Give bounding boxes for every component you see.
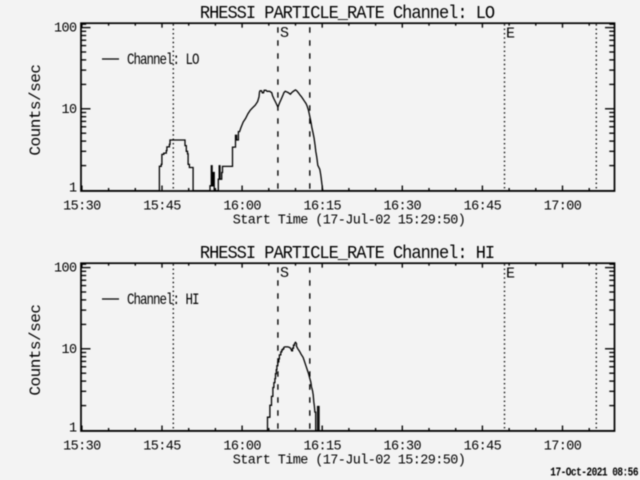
svg-text:E: E	[506, 26, 515, 43]
svg-text:S: S	[280, 25, 289, 42]
svg-text:100: 100	[54, 262, 77, 277]
svg-text:Start Time (17-Jul-02 15:29:50: Start Time (17-Jul-02 15:29:50)	[233, 454, 466, 469]
svg-text:16:15: 16:15	[303, 200, 341, 215]
svg-text:16:30: 16:30	[384, 200, 422, 215]
svg-text:17:00: 17:00	[544, 200, 582, 215]
svg-text:E: E	[506, 266, 515, 283]
svg-text:RHESSI PARTICLE_RATE Channel:: RHESSI PARTICLE_RATE Channel: LO	[200, 3, 495, 24]
svg-text:16:45: 16:45	[464, 200, 502, 215]
svg-text:15:45: 15:45	[143, 200, 181, 215]
svg-text:Counts/sec: Counts/sec	[27, 305, 45, 396]
svg-text:S: S	[280, 265, 289, 282]
svg-text:16:00: 16:00	[223, 200, 261, 215]
svg-text:100: 100	[54, 22, 77, 37]
svg-text:16:15: 16:15	[303, 440, 341, 455]
svg-text:15:30: 15:30	[63, 440, 101, 455]
svg-text:Counts/sec: Counts/sec	[27, 65, 45, 156]
svg-text:16:30: 16:30	[384, 440, 422, 455]
svg-text:16:45: 16:45	[464, 440, 502, 455]
svg-text:1: 1	[69, 421, 77, 436]
svg-text:17:00: 17:00	[544, 440, 582, 455]
svg-text:Channel: HI: Channel: HI	[127, 292, 198, 309]
svg-text:RHESSI PARTICLE_RATE Channel:: RHESSI PARTICLE_RATE Channel: HI	[200, 243, 494, 264]
svg-text:15:45: 15:45	[143, 440, 181, 455]
svg-text:10: 10	[61, 103, 77, 118]
svg-text:10: 10	[61, 343, 77, 358]
svg-text:17-Oct-2021 08:56: 17-Oct-2021 08:56	[550, 467, 638, 480]
svg-text:15:30: 15:30	[63, 200, 101, 215]
svg-text:1: 1	[69, 181, 77, 196]
svg-text:16:00: 16:00	[223, 440, 261, 455]
svg-text:Start Time (17-Jul-02 15:29:50: Start Time (17-Jul-02 15:29:50)	[233, 214, 466, 229]
svg-text:Channel: LO: Channel: LO	[127, 52, 199, 69]
